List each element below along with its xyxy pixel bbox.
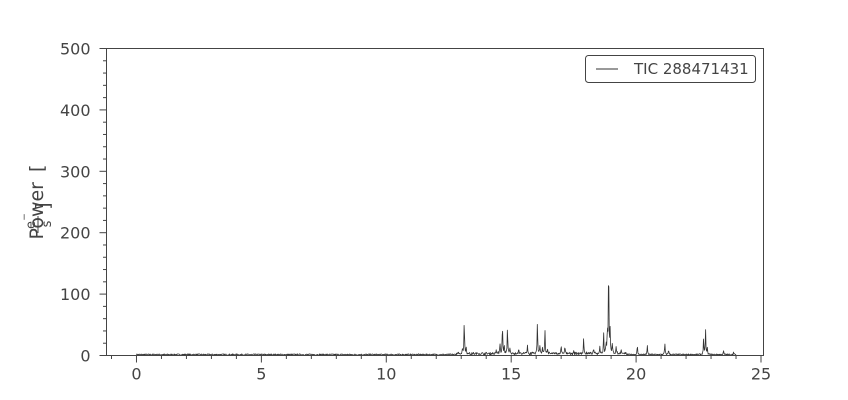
- x-tick-label: 10: [376, 365, 396, 384]
- y-axis-unit-denominator: s: [40, 220, 55, 227]
- x-tick-label: 0: [131, 365, 141, 384]
- y-tick-label: 100: [60, 285, 91, 304]
- y-axis-unit-fraction: e − s ]: [20, 202, 55, 233]
- y-axis-unit-superscript: −: [20, 213, 30, 221]
- legend-box: [585, 55, 756, 83]
- y-axis-label-text: Power: [26, 182, 48, 240]
- y-tick-label: 200: [60, 224, 91, 243]
- axis-ticks: 0 5 10 15 20 25 0 100 200 300 400 500: [60, 40, 771, 384]
- plot-frame: [106, 48, 764, 356]
- y-tick-label: 300: [60, 162, 91, 181]
- y-tick-label: 0: [80, 347, 90, 366]
- x-tick-label: 5: [256, 365, 266, 384]
- y-axis-label-bracket-open: [: [26, 165, 48, 172]
- x-tick-label: 20: [626, 365, 646, 384]
- y-tick-label: 500: [60, 40, 91, 59]
- x-tick-label: 15: [501, 365, 521, 384]
- series-layer: [136, 285, 737, 356]
- y-tick-label: 400: [60, 101, 91, 120]
- series-line: [136, 285, 737, 356]
- y-axis-unit-numerator: e: [24, 221, 39, 229]
- legend-label: TIC 288471431: [633, 60, 749, 78]
- x-tick-label: 25: [751, 365, 771, 384]
- y-axis-label: Power [: [26, 165, 48, 240]
- legend: TIC 288471431: [585, 55, 756, 83]
- y-axis-label-bracket-close: ]: [32, 202, 54, 209]
